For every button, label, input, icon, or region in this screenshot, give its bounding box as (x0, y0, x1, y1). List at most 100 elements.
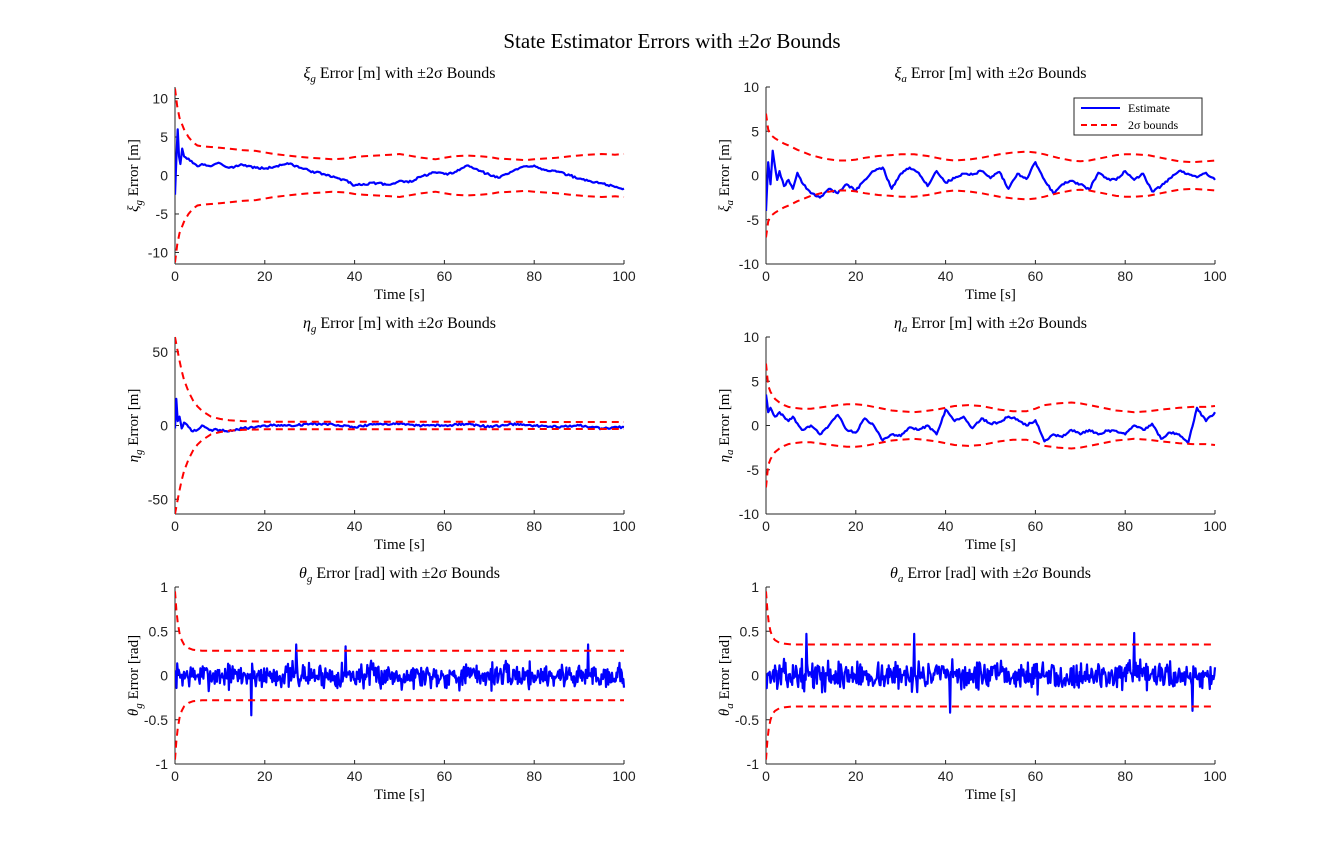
y-tick-label: -50 (148, 491, 168, 507)
lower-2sigma-bound-line (175, 428, 624, 515)
subplot-title: ξa Error [m] with ±2σ Bounds (895, 65, 1087, 85)
x-tick-label: 80 (1117, 268, 1133, 284)
series-group (175, 336, 625, 515)
upper-2sigma-bound-line (175, 591, 624, 652)
lower-2sigma-bound-line (175, 699, 624, 760)
x-tick-label: 100 (612, 268, 636, 284)
y-tick-label: 0 (751, 668, 759, 684)
x-tick-label: 100 (1203, 768, 1227, 784)
x-tick-label: 20 (848, 518, 864, 534)
y-axis-label: θa Error [rad] (717, 635, 736, 716)
series-group (175, 591, 626, 760)
x-axis-label: Time [s] (965, 787, 1016, 803)
upper-2sigma-bound-line (766, 591, 1215, 646)
y-tick-label: 10 (743, 329, 759, 345)
upper-2sigma-bound-line (766, 363, 1216, 414)
x-tick-label: 0 (762, 268, 770, 284)
y-tick-label: -10 (739, 506, 759, 522)
subplot-title: ξg Error [m] with ±2σ Bounds (304, 65, 496, 85)
x-tick-label: 20 (257, 768, 273, 784)
legend-bounds-label: 2σ bounds (1128, 118, 1178, 132)
series-group (766, 113, 1216, 238)
estimate-line (175, 128, 625, 195)
y-tick-label: -10 (739, 256, 759, 272)
y-tick-label: 50 (152, 344, 168, 360)
x-tick-label: 80 (526, 268, 542, 284)
x-tick-label: 20 (257, 518, 273, 534)
y-tick-label: 10 (743, 79, 759, 95)
y-tick-label: 0 (160, 418, 168, 434)
x-tick-label: 40 (938, 518, 954, 534)
x-tick-label: 0 (762, 768, 770, 784)
y-tick-label: 5 (751, 373, 759, 389)
legend: Estimate 2σ bounds (1073, 97, 1203, 136)
y-axis-label: θg Error [rad] (126, 635, 145, 716)
x-axis-label: Time [s] (965, 537, 1016, 553)
x-tick-label: 100 (1203, 268, 1227, 284)
series-group (766, 591, 1217, 760)
y-tick-label: 10 (152, 91, 168, 107)
figure-title: State Estimator Errors with ±2σ Bounds (503, 29, 840, 53)
x-tick-label: 40 (938, 268, 954, 284)
x-tick-label: 60 (437, 518, 453, 534)
x-tick-label: 60 (1028, 518, 1044, 534)
subplot-xi_g: 0 20 40 60 80 100 -10 -5 0 5 10 ξg Error [m] with ±… (126, 65, 636, 303)
x-axis-label: Time [s] (374, 537, 425, 553)
y-tick-label: -0.5 (735, 712, 759, 728)
y-tick-label: 0 (160, 168, 168, 184)
x-tick-label: 0 (762, 518, 770, 534)
y-tick-label: -1 (747, 756, 760, 772)
subplot-xi_a: 0 20 40 60 80 100 -10 -5 0 5 10 ξa Error [m] with ±… (717, 65, 1227, 303)
y-axis-label: ηg Error [m] (126, 389, 145, 463)
y-tick-label: -5 (747, 212, 760, 228)
series-group (175, 88, 625, 263)
x-tick-label: 100 (612, 518, 636, 534)
x-tick-label: 100 (1203, 518, 1227, 534)
estimate-line (175, 643, 626, 717)
lower-2sigma-bound-line (766, 187, 1216, 238)
y-tick-label: -5 (156, 206, 169, 222)
x-tick-label: 60 (437, 768, 453, 784)
estimate-line (175, 397, 625, 433)
x-axis-label: Time [s] (374, 287, 425, 303)
x-tick-label: 80 (526, 518, 542, 534)
estimate-line (766, 149, 1216, 211)
legend-box (1073, 97, 1203, 136)
x-tick-label: 0 (171, 768, 179, 784)
x-tick-label: 60 (1028, 268, 1044, 284)
y-tick-label: 1 (160, 579, 168, 595)
y-tick-label: 0.5 (740, 623, 760, 639)
x-tick-label: 40 (347, 518, 363, 534)
subplot-title: θa Error [rad] with ±2σ Bounds (890, 565, 1091, 585)
subplot-theta_a: 0 20 40 60 80 100 -1 -0.5 0 0.5 1 θa Error [rad] wi… (717, 565, 1227, 803)
estimate-line (766, 631, 1217, 714)
y-tick-label: 0 (751, 418, 759, 434)
y-axis-label: ξa Error [m] (717, 139, 736, 212)
x-tick-label: 40 (347, 268, 363, 284)
y-tick-label: 1 (751, 579, 759, 595)
lower-2sigma-bound-line (766, 437, 1216, 488)
x-tick-label: 20 (848, 268, 864, 284)
y-axis-label: ξg Error [m] (126, 139, 145, 212)
subplot-eta_a: 0 20 40 60 80 100 -10 -5 0 5 10 ηa Error [m] with ±… (717, 315, 1227, 553)
y-tick-label: 0 (751, 168, 759, 184)
y-tick-label: -1 (156, 756, 169, 772)
x-tick-label: 40 (347, 768, 363, 784)
x-tick-label: 100 (612, 768, 636, 784)
lower-2sigma-bound-line (175, 189, 625, 263)
x-tick-label: 60 (437, 268, 453, 284)
y-tick-label: 0 (160, 668, 168, 684)
x-tick-label: 80 (1117, 768, 1133, 784)
x-tick-label: 0 (171, 518, 179, 534)
estimate-line (766, 394, 1216, 445)
y-tick-label: -10 (148, 244, 168, 260)
subplot-theta_g: 0 20 40 60 80 100 -1 -0.5 0 0.5 1 θg Error [rad] wi… (126, 565, 636, 803)
x-tick-label: 80 (1117, 518, 1133, 534)
x-axis-label: Time [s] (965, 287, 1016, 303)
series-group (766, 363, 1216, 488)
x-tick-label: 60 (1028, 768, 1044, 784)
y-axis-label: ηa Error [m] (717, 389, 736, 463)
y-tick-label: 5 (160, 129, 168, 145)
